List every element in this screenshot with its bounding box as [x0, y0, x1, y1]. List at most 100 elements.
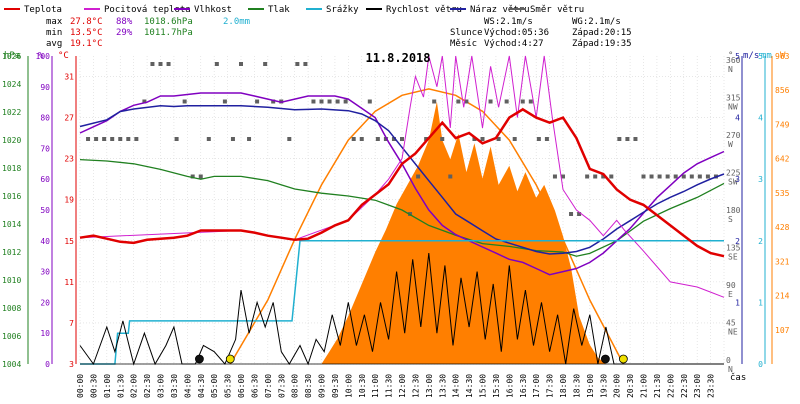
wind-direction-point [593, 174, 598, 179]
wind-direction-point [400, 137, 404, 141]
tick-time: 21:30 [653, 374, 662, 398]
tick-humidity: 40 [40, 237, 50, 246]
tick-pressure: 1004 [2, 360, 21, 369]
info-wg: WG:2.1m/s [572, 17, 621, 27]
tick-time: 07:00 [264, 374, 273, 398]
tick-humidity: 70 [40, 144, 50, 153]
wind-direction-point [206, 137, 211, 141]
tick-time: 01:00 [103, 374, 112, 398]
stats-max-rain: 2.0mm [223, 17, 250, 27]
tick-time: 01:30 [116, 374, 125, 398]
legend-label: Tlak [268, 5, 290, 15]
tick-wind: 2 [735, 237, 740, 246]
wind-direction-point [255, 99, 260, 104]
unit-time: čas [730, 372, 746, 383]
wind-direction-point [601, 174, 606, 179]
stats-max-press: 1018.6hPa [144, 17, 193, 27]
tick-time: 06:00 [237, 374, 246, 398]
tick-time: 19:30 [599, 374, 608, 398]
stats-min-label: min [46, 28, 62, 38]
tick-humidity: 80 [40, 114, 50, 123]
tick-temperature: 7 [69, 319, 74, 328]
wind-direction-point [247, 137, 252, 141]
wind-direction-point [633, 137, 638, 141]
unit-deg: ° [728, 51, 733, 61]
tick-temperature: 11 [64, 278, 74, 287]
legend-label: Vlhkost [194, 5, 232, 15]
tick-temperature: 19 [64, 196, 74, 205]
wind-direction-point [520, 99, 525, 104]
unit-hpa: hPa [4, 51, 20, 61]
tick-time: 00:30 [89, 374, 98, 398]
tick-time: 05:00 [210, 374, 219, 398]
tick-pressure: 1008 [2, 304, 21, 313]
wind-direction-point [222, 99, 227, 104]
tick-humidity: 100 [36, 52, 51, 61]
wind-direction-point [440, 137, 445, 141]
rain-line [80, 240, 724, 365]
tick-wind: 3 [735, 175, 740, 184]
sunrise-marker [225, 354, 235, 364]
wind-direction-point [681, 174, 686, 179]
legend-label: Srážky [326, 5, 359, 15]
tick-solar: 214 [775, 292, 790, 301]
tick-direction-name: NW [728, 103, 738, 112]
tick-time: 13:00 [425, 374, 434, 398]
wind-direction-point [617, 137, 622, 141]
tick-time: 02:00 [130, 374, 139, 398]
tick-time: 21:00 [640, 374, 649, 398]
tick-direction: 315 [726, 94, 741, 103]
stats-max-temp: 27.8°C [70, 17, 103, 27]
tick-time: 08:30 [304, 374, 313, 398]
tick-time: 08:00 [291, 374, 300, 398]
sunset-marker [618, 354, 628, 364]
tick-pressure: 1026 [2, 52, 21, 61]
unit-w: W [780, 51, 786, 61]
tick-direction-name: E [728, 290, 733, 299]
wind-direction-point [126, 137, 131, 141]
wind-direction-point [697, 174, 702, 179]
tick-pressure: 1010 [2, 276, 21, 285]
info-moonrise: Východ:4:27 [484, 39, 544, 49]
tick-direction-name: S [728, 215, 733, 224]
moonrise-marker [195, 354, 204, 364]
wind-direction-point [295, 62, 300, 66]
tick-rain: 2 [758, 237, 763, 246]
tick-time: 10:00 [344, 374, 353, 398]
tick-solar: 963 [775, 52, 790, 61]
wind-direction-point [166, 62, 171, 66]
tick-direction: 45 [726, 319, 736, 328]
moonset-marker [600, 354, 610, 364]
wind-direction-point [657, 174, 662, 179]
tick-solar: 321 [775, 257, 790, 266]
wind-direction-point [383, 137, 388, 141]
tick-time: 17:30 [546, 374, 555, 398]
wind-direction-point [214, 62, 219, 66]
tick-direction: 270 [726, 131, 741, 140]
tick-time: 20:30 [626, 374, 635, 398]
tick-humidity: 30 [40, 268, 50, 277]
tick-direction-name: N [728, 65, 733, 74]
axes: 1004100610081010101210141016101810201022… [2, 52, 790, 398]
wind-direction-point [504, 99, 509, 104]
wind-direction-point [641, 174, 646, 179]
wind-direction-point [102, 137, 107, 141]
tick-time: 22:30 [680, 374, 689, 398]
tick-time: 16:30 [519, 374, 528, 398]
tick-humidity: 0 [45, 360, 50, 369]
tick-time: 13:30 [438, 374, 447, 398]
stats-avg-label: avg [46, 39, 62, 49]
tick-wind: 1 [735, 298, 740, 307]
info-moon-label: Měsíc [450, 39, 477, 49]
tick-time: 18:00 [559, 374, 568, 398]
tick-pressure: 1020 [2, 136, 21, 145]
tick-direction-name: SE [728, 253, 738, 262]
tick-direction-name: W [728, 140, 733, 149]
stats-max-hum: 88% [116, 17, 133, 27]
wind-direction-point [625, 137, 630, 141]
tick-time: 17:00 [532, 374, 541, 398]
tick-time: 20:00 [613, 374, 622, 398]
wind-direction-point [86, 137, 91, 141]
wind-direction-point [359, 137, 364, 141]
tick-rain: 4 [758, 114, 763, 123]
